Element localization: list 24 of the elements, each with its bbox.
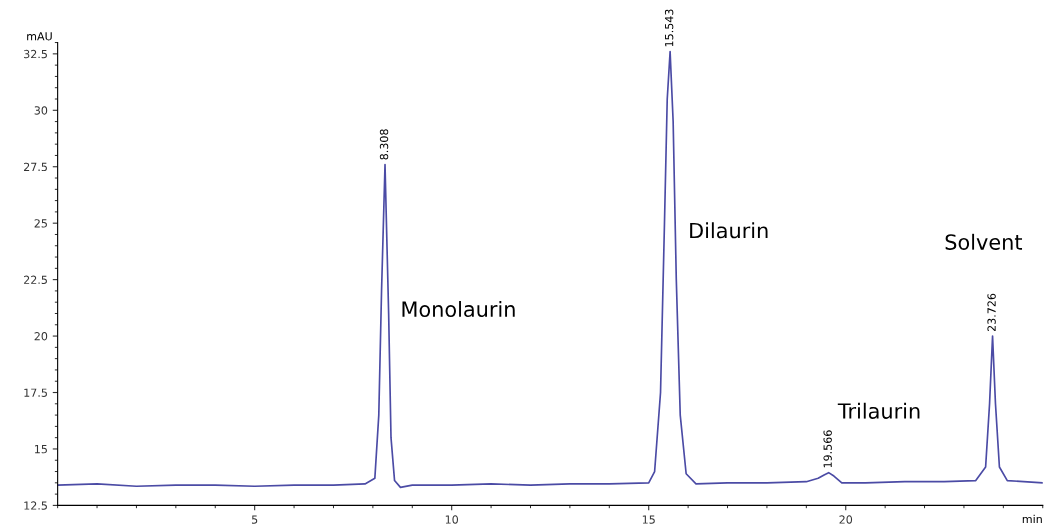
y-tick-label: 12.5: [24, 501, 47, 510]
x-tick-label: 15: [642, 515, 655, 524]
annotation: Solvent: [945, 233, 1023, 250]
y-tick-label: 30: [34, 106, 48, 115]
annotation: Trilaurin: [837, 402, 920, 419]
y-tick-label: 15: [35, 445, 47, 454]
x-tick-label: 20: [839, 515, 853, 524]
y-tick-label: 20: [34, 332, 48, 341]
y-tick-label: 17.5: [24, 388, 47, 397]
x-tick-label: 10: [445, 515, 459, 524]
annotation: 15.543: [664, 9, 674, 47]
y-tick-label: 27.5: [23, 162, 47, 172]
x-tick-label: 5: [251, 515, 258, 524]
annotation: Monolaurin: [402, 300, 515, 318]
annotation: 8.308: [379, 129, 389, 160]
y-tick-label: 22.5: [23, 275, 47, 284]
annotation: Dilaurin: [690, 222, 768, 239]
annotation: 19.566: [823, 430, 832, 468]
y-axis-title: mAU: [27, 32, 52, 41]
annotation: 23.726: [987, 293, 996, 332]
y-tick-label: 25: [34, 219, 47, 228]
line-series: [57, 50, 1043, 489]
x-axis-title: min: [1022, 514, 1042, 524]
y-tick-label: 32.5: [24, 49, 47, 59]
